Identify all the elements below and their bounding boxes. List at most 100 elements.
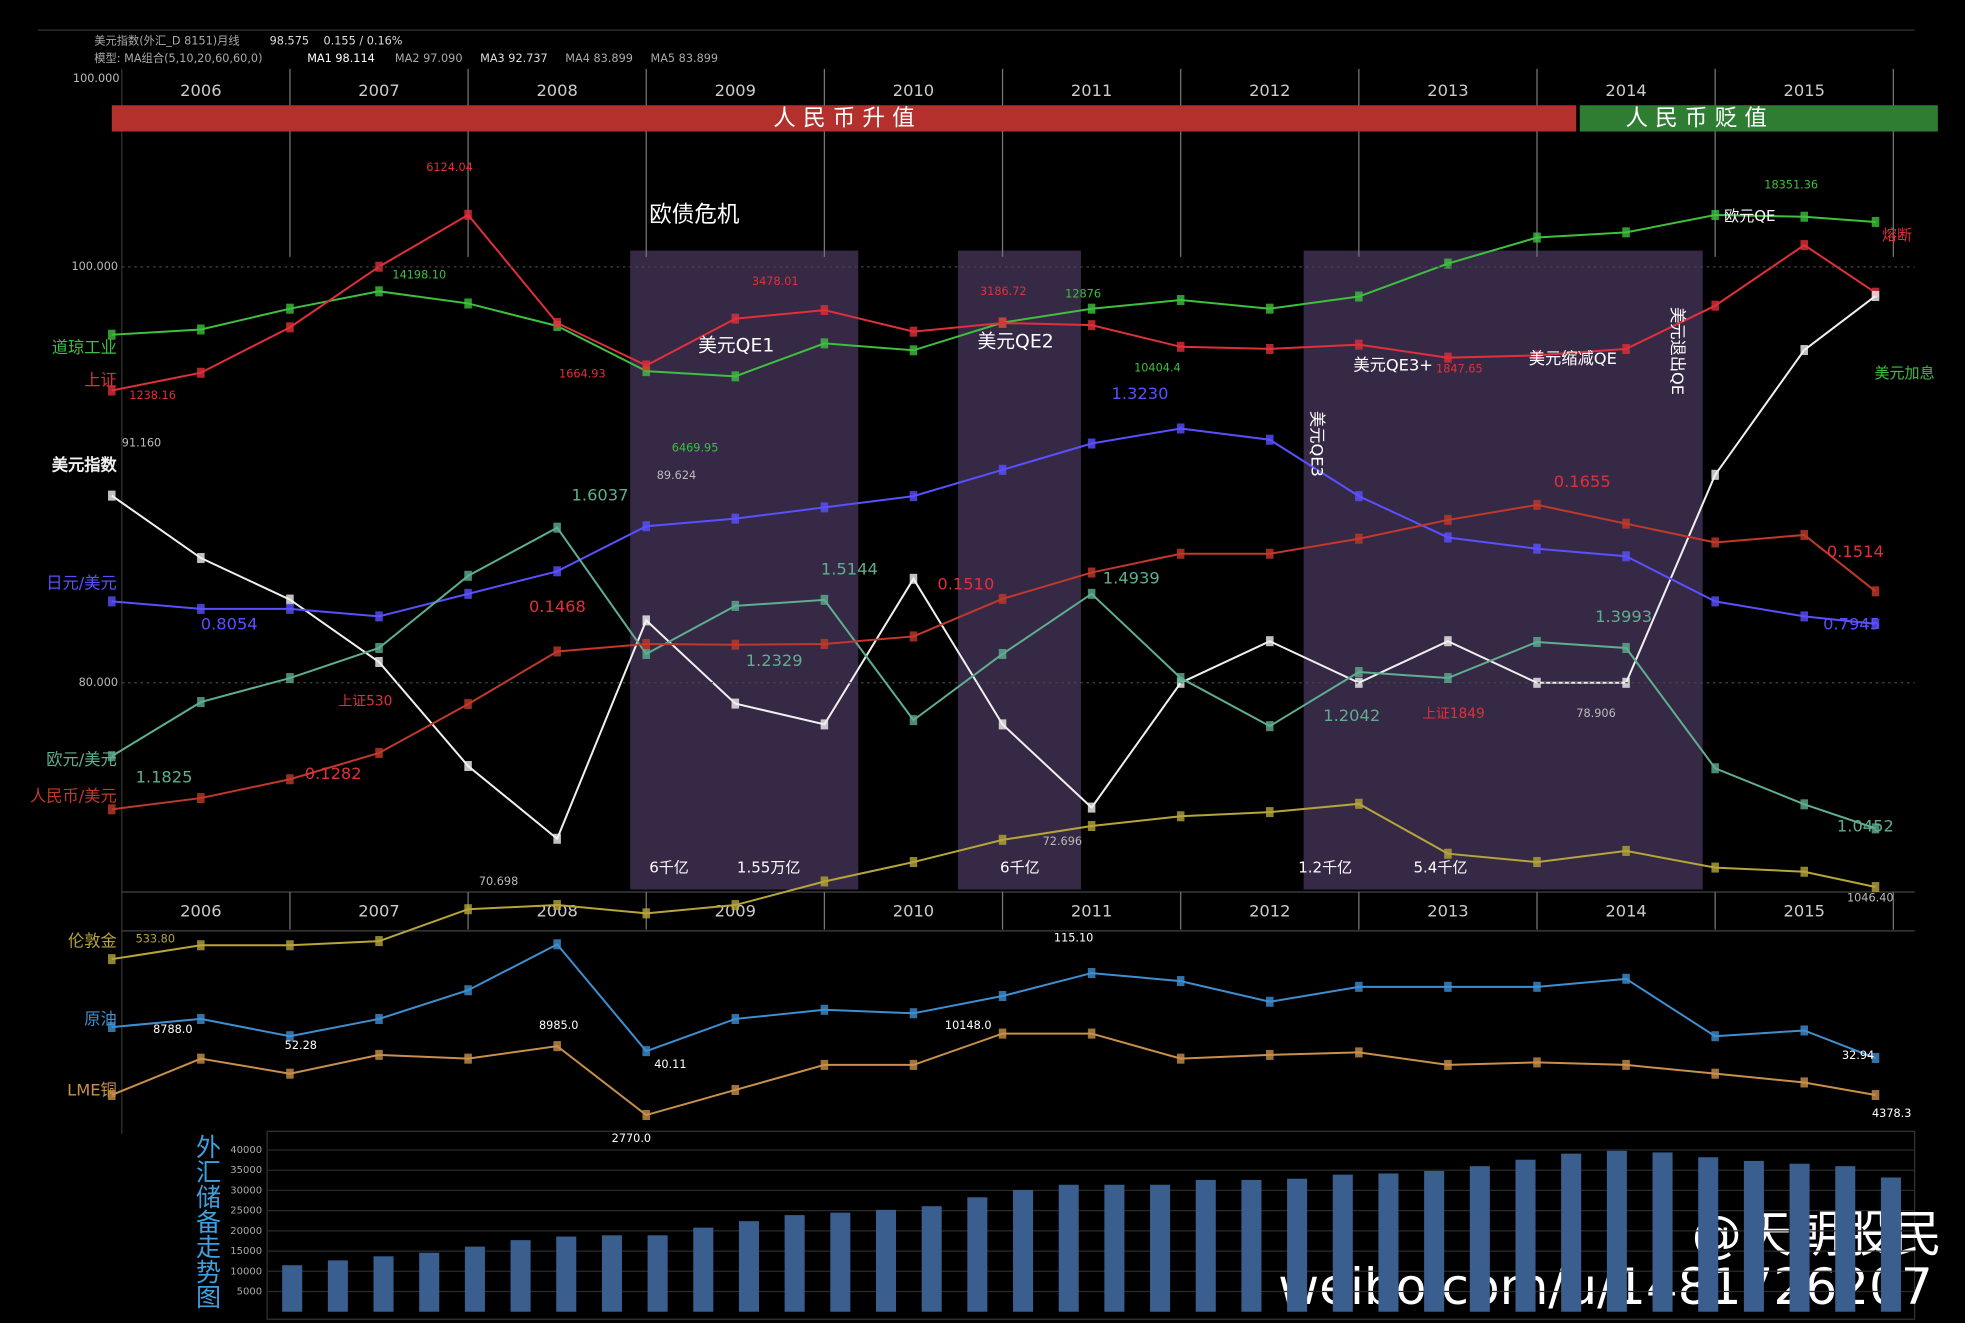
candle (998, 593, 1007, 604)
candle (553, 566, 561, 577)
annotation: 100.000 (73, 72, 120, 85)
candle (1087, 1028, 1096, 1039)
ma-value: MA2 97.090 (395, 52, 463, 65)
annotation: 91.160 (122, 437, 161, 450)
series-label: 道琼工业 (52, 338, 117, 357)
candle (1622, 973, 1630, 984)
annotation: 3478.01 (752, 275, 799, 288)
bar (327, 1260, 348, 1312)
candle (1800, 799, 1808, 810)
candle (1800, 529, 1808, 540)
bar (373, 1256, 394, 1312)
candle (197, 1053, 205, 1064)
annotation: 4378.3 (1872, 1107, 1911, 1120)
candle (1444, 514, 1452, 525)
candle (998, 719, 1007, 730)
candle (731, 1084, 740, 1095)
candle (1871, 216, 1880, 227)
candle (731, 639, 740, 650)
x-tick-label: 2006 (180, 902, 221, 921)
annotation: 8985.0 (539, 1019, 578, 1032)
candle (1087, 802, 1096, 813)
candle (731, 698, 740, 709)
annotation: 美元退出QE (1668, 307, 1687, 395)
candle (375, 1049, 383, 1060)
candle (197, 603, 205, 614)
x-tick-label: 2015 (1784, 81, 1825, 100)
candle (820, 338, 829, 349)
candle (731, 600, 740, 611)
bar (1789, 1163, 1810, 1312)
candle (108, 1089, 116, 1100)
series-label: 人民币/美元 (30, 786, 117, 805)
candle (1087, 588, 1096, 599)
candle (909, 1008, 918, 1019)
candle (1711, 209, 1719, 221)
candle (464, 904, 472, 915)
candle (1266, 636, 1274, 647)
candle (1444, 532, 1452, 543)
qe-period (630, 250, 859, 890)
annotation: 5.4千亿 (1413, 859, 1467, 877)
candle (731, 1013, 740, 1024)
candle (1266, 996, 1274, 1007)
candle (1533, 677, 1541, 688)
candle (1355, 291, 1363, 302)
ma-value: MA3 92.737 (480, 52, 548, 65)
candle (1800, 240, 1808, 251)
candle (197, 940, 205, 951)
bar (510, 1240, 531, 1312)
candle (1087, 968, 1096, 979)
bar (1469, 1166, 1490, 1312)
candle (197, 1013, 205, 1024)
x-tick-label: 2012 (1249, 902, 1290, 921)
annotation: 0.1655 (1554, 472, 1611, 491)
series-label: LME铜 (67, 1081, 117, 1100)
candle (1355, 339, 1363, 350)
candle (642, 615, 650, 626)
bar (921, 1206, 942, 1312)
candle (642, 908, 650, 919)
annotation: 美元QE3+ (1353, 355, 1433, 374)
candle (1622, 642, 1630, 653)
bar (1058, 1184, 1079, 1312)
candle (820, 1004, 829, 1015)
series-label: 上证 (84, 370, 117, 389)
candle (286, 594, 294, 605)
candle (553, 833, 561, 844)
bar (1013, 1190, 1034, 1312)
bar (464, 1246, 485, 1312)
candle (286, 940, 294, 951)
candle (998, 1028, 1007, 1039)
bar (830, 1212, 851, 1312)
candle (1622, 227, 1630, 238)
y-tick-label: 40000 (230, 1145, 262, 1156)
candle (1533, 1057, 1541, 1068)
bar (1241, 1179, 1262, 1312)
candle (197, 324, 205, 335)
candle (998, 464, 1007, 475)
annotation: 1664.93 (559, 368, 606, 381)
bar (419, 1252, 440, 1312)
candle (1355, 667, 1363, 678)
candle (1087, 438, 1096, 449)
candle (820, 876, 829, 887)
bar (1378, 1173, 1399, 1312)
candle (375, 611, 383, 622)
banner (1579, 105, 1938, 132)
annotation: 14198.10 (392, 269, 446, 282)
candle (820, 305, 829, 316)
candle (909, 857, 918, 868)
candle (108, 329, 116, 340)
annotation: 美元缩减QE (1529, 349, 1617, 368)
candle (1355, 533, 1363, 544)
annotation: 115.10 (1054, 931, 1093, 944)
y-tick-label: 30000 (230, 1185, 262, 1196)
bar (1195, 1179, 1216, 1312)
x-tick-label: 2008 (536, 81, 577, 100)
candle (1355, 1047, 1363, 1058)
candle (998, 317, 1007, 329)
candle (286, 1031, 294, 1042)
candle (1533, 499, 1541, 510)
candle (1444, 1059, 1452, 1070)
